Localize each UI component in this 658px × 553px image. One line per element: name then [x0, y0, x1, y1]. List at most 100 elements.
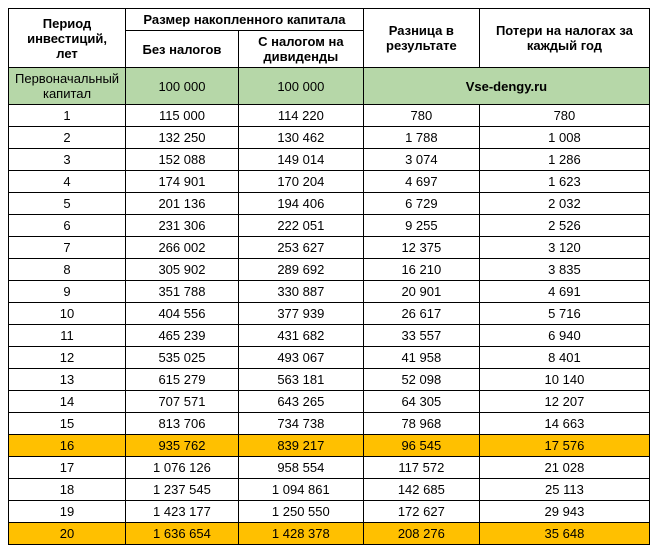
cell-period: 19 [9, 501, 126, 523]
table-row: 13615 279563 18152 09810 140 [9, 369, 650, 391]
cell-period: 6 [9, 215, 126, 237]
cell-with-tax: 643 265 [238, 391, 363, 413]
cell-period: 15 [9, 413, 126, 435]
cell-diff: 172 627 [363, 501, 479, 523]
cell-with-tax: 130 462 [238, 127, 363, 149]
cell-tax-loss: 25 113 [479, 479, 649, 501]
cell-with-tax: 1 094 861 [238, 479, 363, 501]
cell-no-tax: 266 002 [126, 237, 239, 259]
cell-no-tax: 132 250 [126, 127, 239, 149]
cell-with-tax: 1 428 378 [238, 523, 363, 545]
cell-no-tax: 813 706 [126, 413, 239, 435]
cell-no-tax: 305 902 [126, 259, 239, 281]
cell-tax-loss: 3 835 [479, 259, 649, 281]
cell-no-tax: 201 136 [126, 193, 239, 215]
cell-period: 5 [9, 193, 126, 215]
cell-period: 1 [9, 105, 126, 127]
investment-table: Период инвестиций, лет Размер накопленно… [8, 8, 650, 545]
cell-diff: 26 617 [363, 303, 479, 325]
cell-with-tax: 431 682 [238, 325, 363, 347]
cell-with-tax: 222 051 [238, 215, 363, 237]
table-row: 14707 571643 26564 30512 207 [9, 391, 650, 413]
cell-diff: 4 697 [363, 171, 479, 193]
cell-period: 2 [9, 127, 126, 149]
cell-no-tax: 707 571 [126, 391, 239, 413]
cell-no-tax: 1 076 126 [126, 457, 239, 479]
cell-period: 20 [9, 523, 126, 545]
cell-with-tax: 563 181 [238, 369, 363, 391]
table-row: 4174 901170 2044 6971 623 [9, 171, 650, 193]
cell-with-tax: 330 887 [238, 281, 363, 303]
site-credit: Vse-dengy.ru [363, 68, 649, 105]
cell-tax-loss: 4 691 [479, 281, 649, 303]
cell-with-tax: 170 204 [238, 171, 363, 193]
cell-with-tax: 114 220 [238, 105, 363, 127]
cell-with-tax: 839 217 [238, 435, 363, 457]
cell-with-tax: 958 554 [238, 457, 363, 479]
cell-tax-loss: 1 623 [479, 171, 649, 193]
cell-with-tax: 149 014 [238, 149, 363, 171]
table-row: 201 636 6541 428 378208 27635 648 [9, 523, 650, 545]
cell-no-tax: 351 788 [126, 281, 239, 303]
table-row: 15813 706734 73878 96814 663 [9, 413, 650, 435]
cell-tax-loss: 5 716 [479, 303, 649, 325]
cell-with-tax: 194 406 [238, 193, 363, 215]
cell-diff: 208 276 [363, 523, 479, 545]
cell-tax-loss: 2 526 [479, 215, 649, 237]
cell-no-tax: 465 239 [126, 325, 239, 347]
cell-tax-loss: 14 663 [479, 413, 649, 435]
cell-tax-loss: 3 120 [479, 237, 649, 259]
cell-period: 7 [9, 237, 126, 259]
cell-diff: 6 729 [363, 193, 479, 215]
cell-diff: 96 545 [363, 435, 479, 457]
cell-tax-loss: 1 286 [479, 149, 649, 171]
table-row: 2132 250130 4621 7881 008 [9, 127, 650, 149]
cell-tax-loss: 6 940 [479, 325, 649, 347]
cell-period: 13 [9, 369, 126, 391]
cell-no-tax: 152 088 [126, 149, 239, 171]
cell-no-tax: 1 237 545 [126, 479, 239, 501]
cell-no-tax: 935 762 [126, 435, 239, 457]
cell-with-tax: 289 692 [238, 259, 363, 281]
cell-period: 11 [9, 325, 126, 347]
initial-no-tax: 100 000 [126, 68, 239, 105]
table-row: 181 237 5451 094 861142 68525 113 [9, 479, 650, 501]
header-with-tax: С налогом на дивиденды [238, 31, 363, 68]
table-row: 6231 306222 0519 2552 526 [9, 215, 650, 237]
initial-with-tax: 100 000 [238, 68, 363, 105]
cell-period: 4 [9, 171, 126, 193]
cell-tax-loss: 2 032 [479, 193, 649, 215]
cell-tax-loss: 21 028 [479, 457, 649, 479]
cell-tax-loss: 35 648 [479, 523, 649, 545]
cell-diff: 12 375 [363, 237, 479, 259]
cell-with-tax: 253 627 [238, 237, 363, 259]
cell-diff: 117 572 [363, 457, 479, 479]
cell-diff: 780 [363, 105, 479, 127]
cell-no-tax: 1 636 654 [126, 523, 239, 545]
cell-with-tax: 734 738 [238, 413, 363, 435]
cell-with-tax: 1 250 550 [238, 501, 363, 523]
cell-period: 12 [9, 347, 126, 369]
cell-with-tax: 493 067 [238, 347, 363, 369]
cell-diff: 78 968 [363, 413, 479, 435]
table-body: Первоначальный капитал 100 000 100 000 V… [9, 68, 650, 545]
cell-no-tax: 115 000 [126, 105, 239, 127]
cell-diff: 16 210 [363, 259, 479, 281]
cell-period: 14 [9, 391, 126, 413]
cell-period: 17 [9, 457, 126, 479]
header-capital-group: Размер накопленного капитала [126, 9, 364, 31]
table-row: 10404 556377 93926 6175 716 [9, 303, 650, 325]
cell-no-tax: 615 279 [126, 369, 239, 391]
cell-period: 9 [9, 281, 126, 303]
header-period: Период инвестиций, лет [9, 9, 126, 68]
table-row: 11465 239431 68233 5576 940 [9, 325, 650, 347]
cell-diff: 9 255 [363, 215, 479, 237]
initial-capital-row: Первоначальный капитал 100 000 100 000 V… [9, 68, 650, 105]
table-header: Период инвестиций, лет Размер накопленно… [9, 9, 650, 68]
table-row: 3152 088149 0143 0741 286 [9, 149, 650, 171]
cell-diff: 41 958 [363, 347, 479, 369]
cell-diff: 3 074 [363, 149, 479, 171]
header-tax-loss: Потери на налогах за каждый год [479, 9, 649, 68]
cell-period: 18 [9, 479, 126, 501]
cell-no-tax: 535 025 [126, 347, 239, 369]
